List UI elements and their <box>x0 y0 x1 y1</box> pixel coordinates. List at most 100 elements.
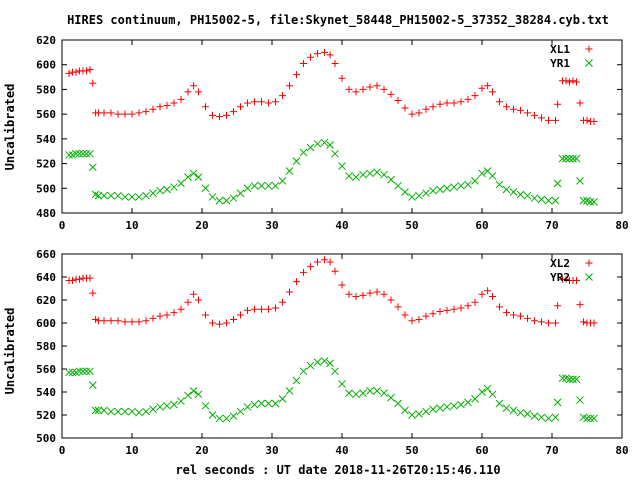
data-point-yr2 <box>299 367 308 376</box>
data-point-xl2 <box>170 309 178 317</box>
data-point-yr1 <box>72 149 80 158</box>
data-point-yr1 <box>464 180 472 189</box>
x-tick-label: 50 <box>405 444 418 457</box>
data-point-xl2 <box>326 258 334 266</box>
data-point-xl1 <box>321 48 328 56</box>
data-point-yr2 <box>565 375 574 384</box>
y-tick-label: 660 <box>36 248 56 261</box>
points-top <box>65 48 598 206</box>
data-point-xl1 <box>489 88 496 96</box>
data-point-yr1 <box>359 170 367 179</box>
data-point-yr2 <box>345 389 353 398</box>
data-point-yr1 <box>107 191 115 200</box>
data-point-xl2 <box>135 318 143 326</box>
data-point-yr1 <box>163 185 171 194</box>
data-point-yr2 <box>516 408 525 417</box>
data-point-xl2 <box>121 318 129 326</box>
data-point-yr1 <box>91 190 100 199</box>
data-point-yr2 <box>558 374 567 383</box>
data-point-yr2 <box>313 358 322 366</box>
data-point-yr1 <box>189 169 198 178</box>
legend-marker-xl2 <box>585 259 593 267</box>
data-point-yr1 <box>264 181 273 190</box>
data-point-yr1 <box>502 185 511 194</box>
data-point-xl1 <box>450 99 458 107</box>
data-point-yr2 <box>373 386 381 395</box>
data-point-yr2 <box>478 388 486 396</box>
data-point-yr2 <box>488 390 497 399</box>
data-point-xl1 <box>538 114 545 122</box>
data-point-yr2 <box>553 398 562 407</box>
data-point-xl1 <box>496 98 503 106</box>
y-tick-label: 600 <box>36 59 56 72</box>
data-point-xl1 <box>272 98 279 106</box>
data-point-yr2 <box>590 414 598 423</box>
data-point-yr1 <box>320 138 329 147</box>
data-point-xl2 <box>552 319 559 327</box>
data-point-xl1 <box>562 77 570 85</box>
x-tick-label: 30 <box>265 444 278 457</box>
x-tick-label: 70 <box>545 219 558 232</box>
data-point-yr2 <box>156 403 164 411</box>
data-point-xl2 <box>554 302 562 310</box>
data-point-xl1 <box>230 108 237 116</box>
data-point-yr2 <box>170 400 178 409</box>
data-point-yr2 <box>194 390 203 399</box>
data-point-xl2 <box>489 293 496 301</box>
data-point-yr1 <box>352 173 360 182</box>
data-point-xl1 <box>170 99 178 107</box>
data-point-xl2 <box>464 302 472 310</box>
data-point-yr1 <box>562 154 570 163</box>
data-point-xl1 <box>566 78 573 86</box>
data-point-xl1 <box>72 68 80 76</box>
data-point-xl1 <box>86 66 94 74</box>
data-point-yr1 <box>194 173 203 182</box>
ticks-top: 0 10 20 30 40 50 60 70 80 480 500 520 540 560 580 600 62… <box>36 34 629 232</box>
data-point-yr2 <box>583 414 591 423</box>
data-point-xl1 <box>209 111 216 119</box>
data-point-xl1 <box>443 99 451 107</box>
data-point-yr1 <box>229 194 238 203</box>
data-point-xl2 <box>307 263 314 271</box>
data-point-xl2 <box>394 303 402 311</box>
data-point-yr1 <box>478 169 486 178</box>
data-point-yr2 <box>502 404 511 412</box>
data-point-xl1 <box>573 78 580 86</box>
data-point-xl1 <box>244 99 251 107</box>
chart-title: HIRES continuum, PH15002-5, file:Skynet_… <box>67 13 609 28</box>
y-tick-label: 580 <box>36 83 56 96</box>
data-point-yr1 <box>530 194 539 203</box>
data-point-xl2 <box>265 305 272 313</box>
data-point-xl2 <box>314 258 321 266</box>
data-point-xl2 <box>114 317 122 325</box>
data-point-yr2 <box>394 399 402 408</box>
data-point-xl2 <box>496 303 503 311</box>
data-point-xl1 <box>373 82 381 90</box>
data-point-yr2 <box>229 412 238 421</box>
legend-marker-xl1 <box>585 45 593 53</box>
data-point-xl2 <box>184 298 192 306</box>
data-point-yr1 <box>471 177 479 185</box>
x-tick-label: 40 <box>335 219 348 232</box>
data-point-xl2 <box>576 301 584 309</box>
data-point-xl1 <box>195 88 202 96</box>
data-point-xl1 <box>569 77 577 85</box>
data-point-yr2 <box>107 407 115 416</box>
data-point-yr1 <box>401 188 409 196</box>
data-point-yr1 <box>75 149 84 158</box>
data-point-yr1 <box>429 186 437 195</box>
data-point-yr2 <box>292 376 301 385</box>
data-point-yr1 <box>380 170 388 179</box>
data-point-yr1 <box>135 193 143 201</box>
data-point-xl2 <box>100 317 108 325</box>
data-point-xl2 <box>580 318 587 326</box>
x-tick-label: 20 <box>195 444 208 457</box>
x-tick-label: 60 <box>475 219 488 232</box>
data-point-yr2 <box>429 405 437 414</box>
data-point-yr2 <box>79 367 87 376</box>
data-point-yr2 <box>443 403 451 411</box>
data-point-xl2 <box>345 290 353 298</box>
data-point-yr2 <box>215 414 224 423</box>
data-point-yr1 <box>285 167 294 175</box>
data-point-yr2 <box>100 406 108 415</box>
